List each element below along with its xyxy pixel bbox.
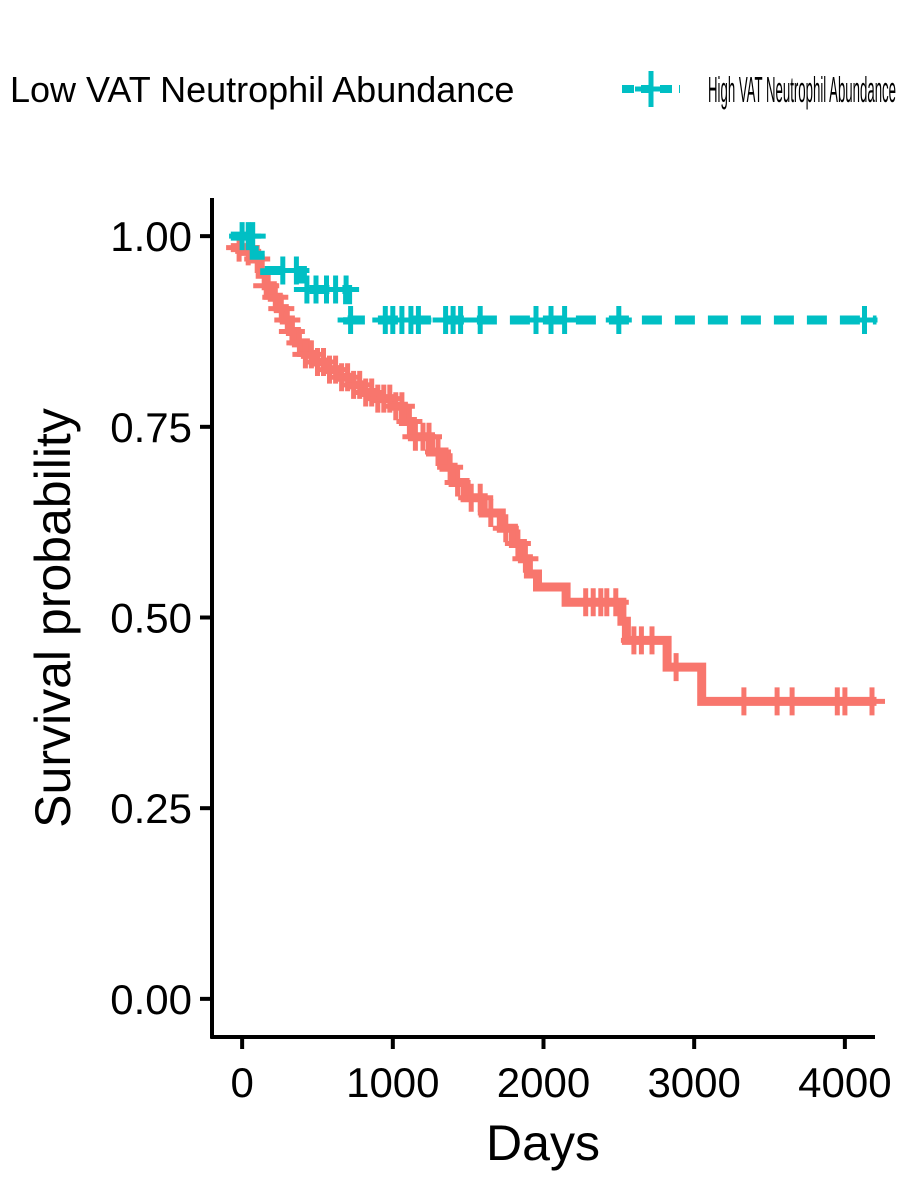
x-tick-label-4: 4000: [798, 1059, 891, 1106]
censor-mark-low-vat-52: [831, 687, 858, 716]
censor-mark-high-vat-23: [605, 306, 632, 334]
x-tick-label-2: 2000: [497, 1059, 590, 1106]
censor-mark-high-vat-19: [467, 306, 494, 334]
censor-mark-low-vat-30: [425, 438, 451, 466]
x-tick-label-1: 1000: [346, 1059, 439, 1106]
plot-area: [226, 222, 885, 716]
legend-label-high-vat: High VAT Neutrophil Abundance: [708, 69, 896, 110]
censor-mark-low-vat-35: [477, 499, 504, 527]
y-tick-label-0: 0.00: [110, 976, 192, 1023]
censor-mark-high-vat-2: [239, 222, 266, 251]
censor-mark-high-vat-24: [851, 306, 878, 334]
y-tick-label-3: 0.75: [110, 404, 192, 451]
censor-mark-low-vat-37: [504, 529, 531, 558]
x-tick-label-0: 0: [230, 1059, 253, 1106]
censor-mark-low-vat-34: [467, 483, 494, 512]
x-axis-title: Days: [486, 1115, 600, 1171]
legend-key-high-vat-censor-mark: [635, 71, 667, 107]
y-tick-label-2: 0.50: [110, 595, 192, 642]
censor-mark-low-vat-25: [388, 392, 415, 421]
censor-mark-high-vat-10: [337, 306, 364, 334]
censor-mark-low-vat-26: [396, 407, 423, 436]
legend: Low VAT Neutrophil Abundance High VAT Ne…: [10, 69, 896, 110]
censor-mark-low-vat-46: [639, 626, 665, 655]
censor-mark-low-vat-47: [663, 653, 690, 682]
axes: 0.00 0.25 0.50 0.75 1.00 0 1000 2000 3000 4000: [110, 198, 892, 1106]
censor-mark-high-vat-9: [333, 275, 360, 304]
censor-mark-low-vat-20: [358, 378, 385, 407]
censor-mark-low-vat-36: [492, 514, 519, 543]
y-tick-label-4: 1.00: [110, 213, 192, 260]
censor-mark-high-vat-4: [283, 256, 310, 285]
x-tick-label-3: 3000: [647, 1059, 740, 1106]
censor-mark-high-vat-15: [405, 306, 432, 334]
censor-mark-low-vat-38: [512, 544, 539, 573]
censor-mark-low-vat-48: [730, 687, 757, 716]
censor-mark-high-vat-22: [551, 306, 578, 334]
censor-mark-low-vat-53: [859, 687, 885, 716]
y-tick-label-1: 0.25: [110, 785, 192, 832]
censor-mark-low-vat-50: [779, 687, 806, 716]
censor-mark-low-vat-29: [416, 422, 442, 451]
legend-label-low-vat: Low VAT Neutrophil Abundance: [10, 69, 514, 110]
censor-mark-low-vat-31: [437, 453, 464, 482]
censor-mark-low-vat-32: [444, 468, 471, 497]
censor-mark-low-vat-43: [602, 588, 629, 617]
y-axis-title: Survival probability: [25, 408, 81, 828]
